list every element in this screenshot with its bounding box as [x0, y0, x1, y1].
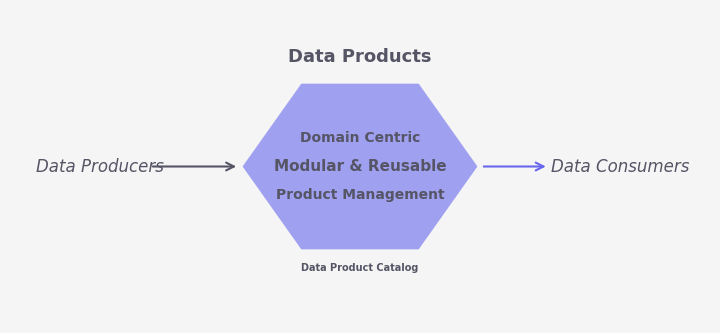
Text: Product Management: Product Management [276, 188, 444, 202]
Text: Data Consumers: Data Consumers [551, 158, 689, 175]
Text: Data Product Catalog: Data Product Catalog [301, 263, 419, 273]
Text: Domain Centric: Domain Centric [300, 131, 420, 145]
Text: Data Products: Data Products [288, 48, 432, 66]
Text: Data Producers: Data Producers [36, 158, 164, 175]
Polygon shape [243, 84, 477, 249]
Text: Modular & Reusable: Modular & Reusable [274, 159, 446, 174]
